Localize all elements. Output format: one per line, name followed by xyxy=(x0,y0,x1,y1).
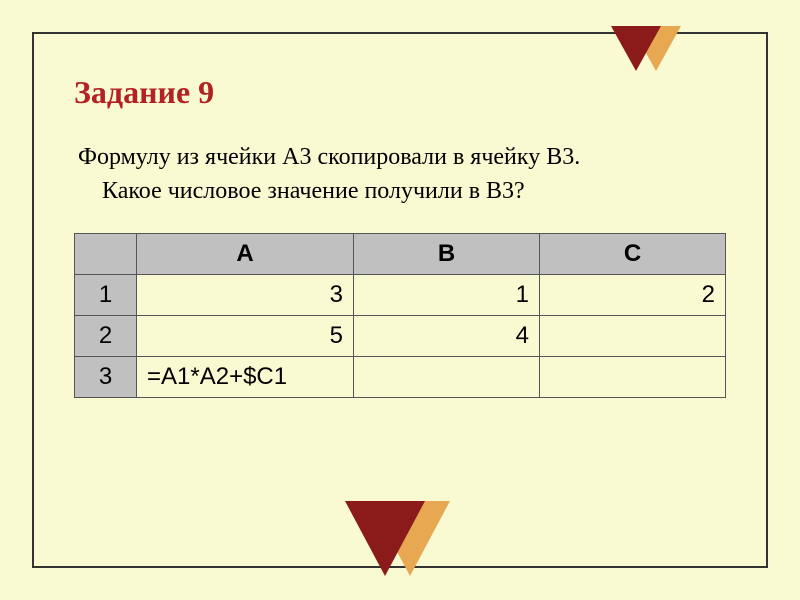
question-text: Формулу из ячейки А3 скопировали в ячейк… xyxy=(74,141,726,208)
cell-b2: 4 xyxy=(354,316,540,357)
cell-a1: 3 xyxy=(137,275,354,316)
corner-cell xyxy=(75,234,137,275)
cell-c3 xyxy=(540,357,726,398)
table-row: 1 3 1 2 xyxy=(75,275,726,316)
table-row: 2 5 4 xyxy=(75,316,726,357)
col-header-b: B xyxy=(354,234,540,275)
table-header-row: A B C xyxy=(75,234,726,275)
col-header-c: C xyxy=(540,234,726,275)
cell-c2 xyxy=(540,316,726,357)
question-line2: Какое числовое значение получили в В3? xyxy=(78,175,726,209)
triangle-decoration-top xyxy=(606,26,686,101)
triangle-decoration-bottom xyxy=(330,481,470,596)
cell-b3 xyxy=(354,357,540,398)
row-header-2: 2 xyxy=(75,316,137,357)
cell-a3: =А1*А2+$C1 xyxy=(137,357,354,398)
cell-b1: 1 xyxy=(354,275,540,316)
row-header-1: 1 xyxy=(75,275,137,316)
table-row: 3 =А1*А2+$C1 xyxy=(75,357,726,398)
col-header-a: A xyxy=(137,234,354,275)
question-line1: Формулу из ячейки А3 скопировали в ячейк… xyxy=(78,141,726,175)
spreadsheet-table: A B C 1 3 1 2 2 5 4 3 =А1*А2+$C1 xyxy=(74,233,726,398)
row-header-3: 3 xyxy=(75,357,137,398)
slide-frame: Задание 9 Формулу из ячейки А3 скопирова… xyxy=(32,32,768,568)
cell-c1: 2 xyxy=(540,275,726,316)
cell-a2: 5 xyxy=(137,316,354,357)
